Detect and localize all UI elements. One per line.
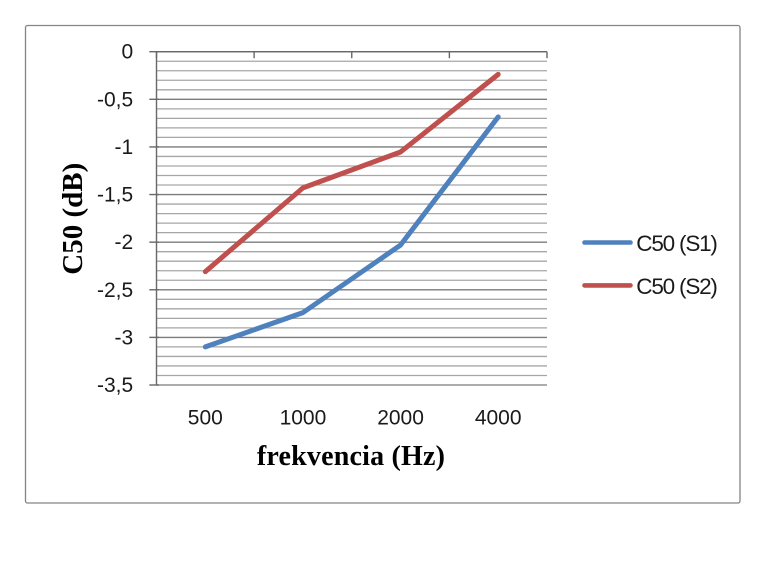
svg-text:-3: -3 [115, 326, 134, 349]
svg-text:4000: 4000 [475, 407, 522, 430]
svg-text:2000: 2000 [377, 407, 424, 430]
svg-text:-2: -2 [115, 231, 134, 254]
svg-text:1000: 1000 [280, 407, 327, 430]
svg-text:frekvencia (Hz): frekvencia (Hz) [257, 441, 445, 472]
svg-text:C50 (S2): C50 (S2) [636, 274, 717, 299]
svg-text:C50 (S1): C50 (S1) [636, 231, 717, 256]
svg-text:-0,5: -0,5 [97, 88, 133, 111]
svg-text:C50 (dB): C50 (dB) [57, 163, 89, 275]
svg-text:-1: -1 [115, 136, 134, 159]
svg-text:0: 0 [122, 41, 134, 64]
svg-text:-3,5: -3,5 [97, 374, 133, 397]
svg-text:500: 500 [188, 407, 223, 430]
svg-text:-1,5: -1,5 [97, 184, 133, 207]
svg-text:-2,5: -2,5 [97, 279, 133, 302]
